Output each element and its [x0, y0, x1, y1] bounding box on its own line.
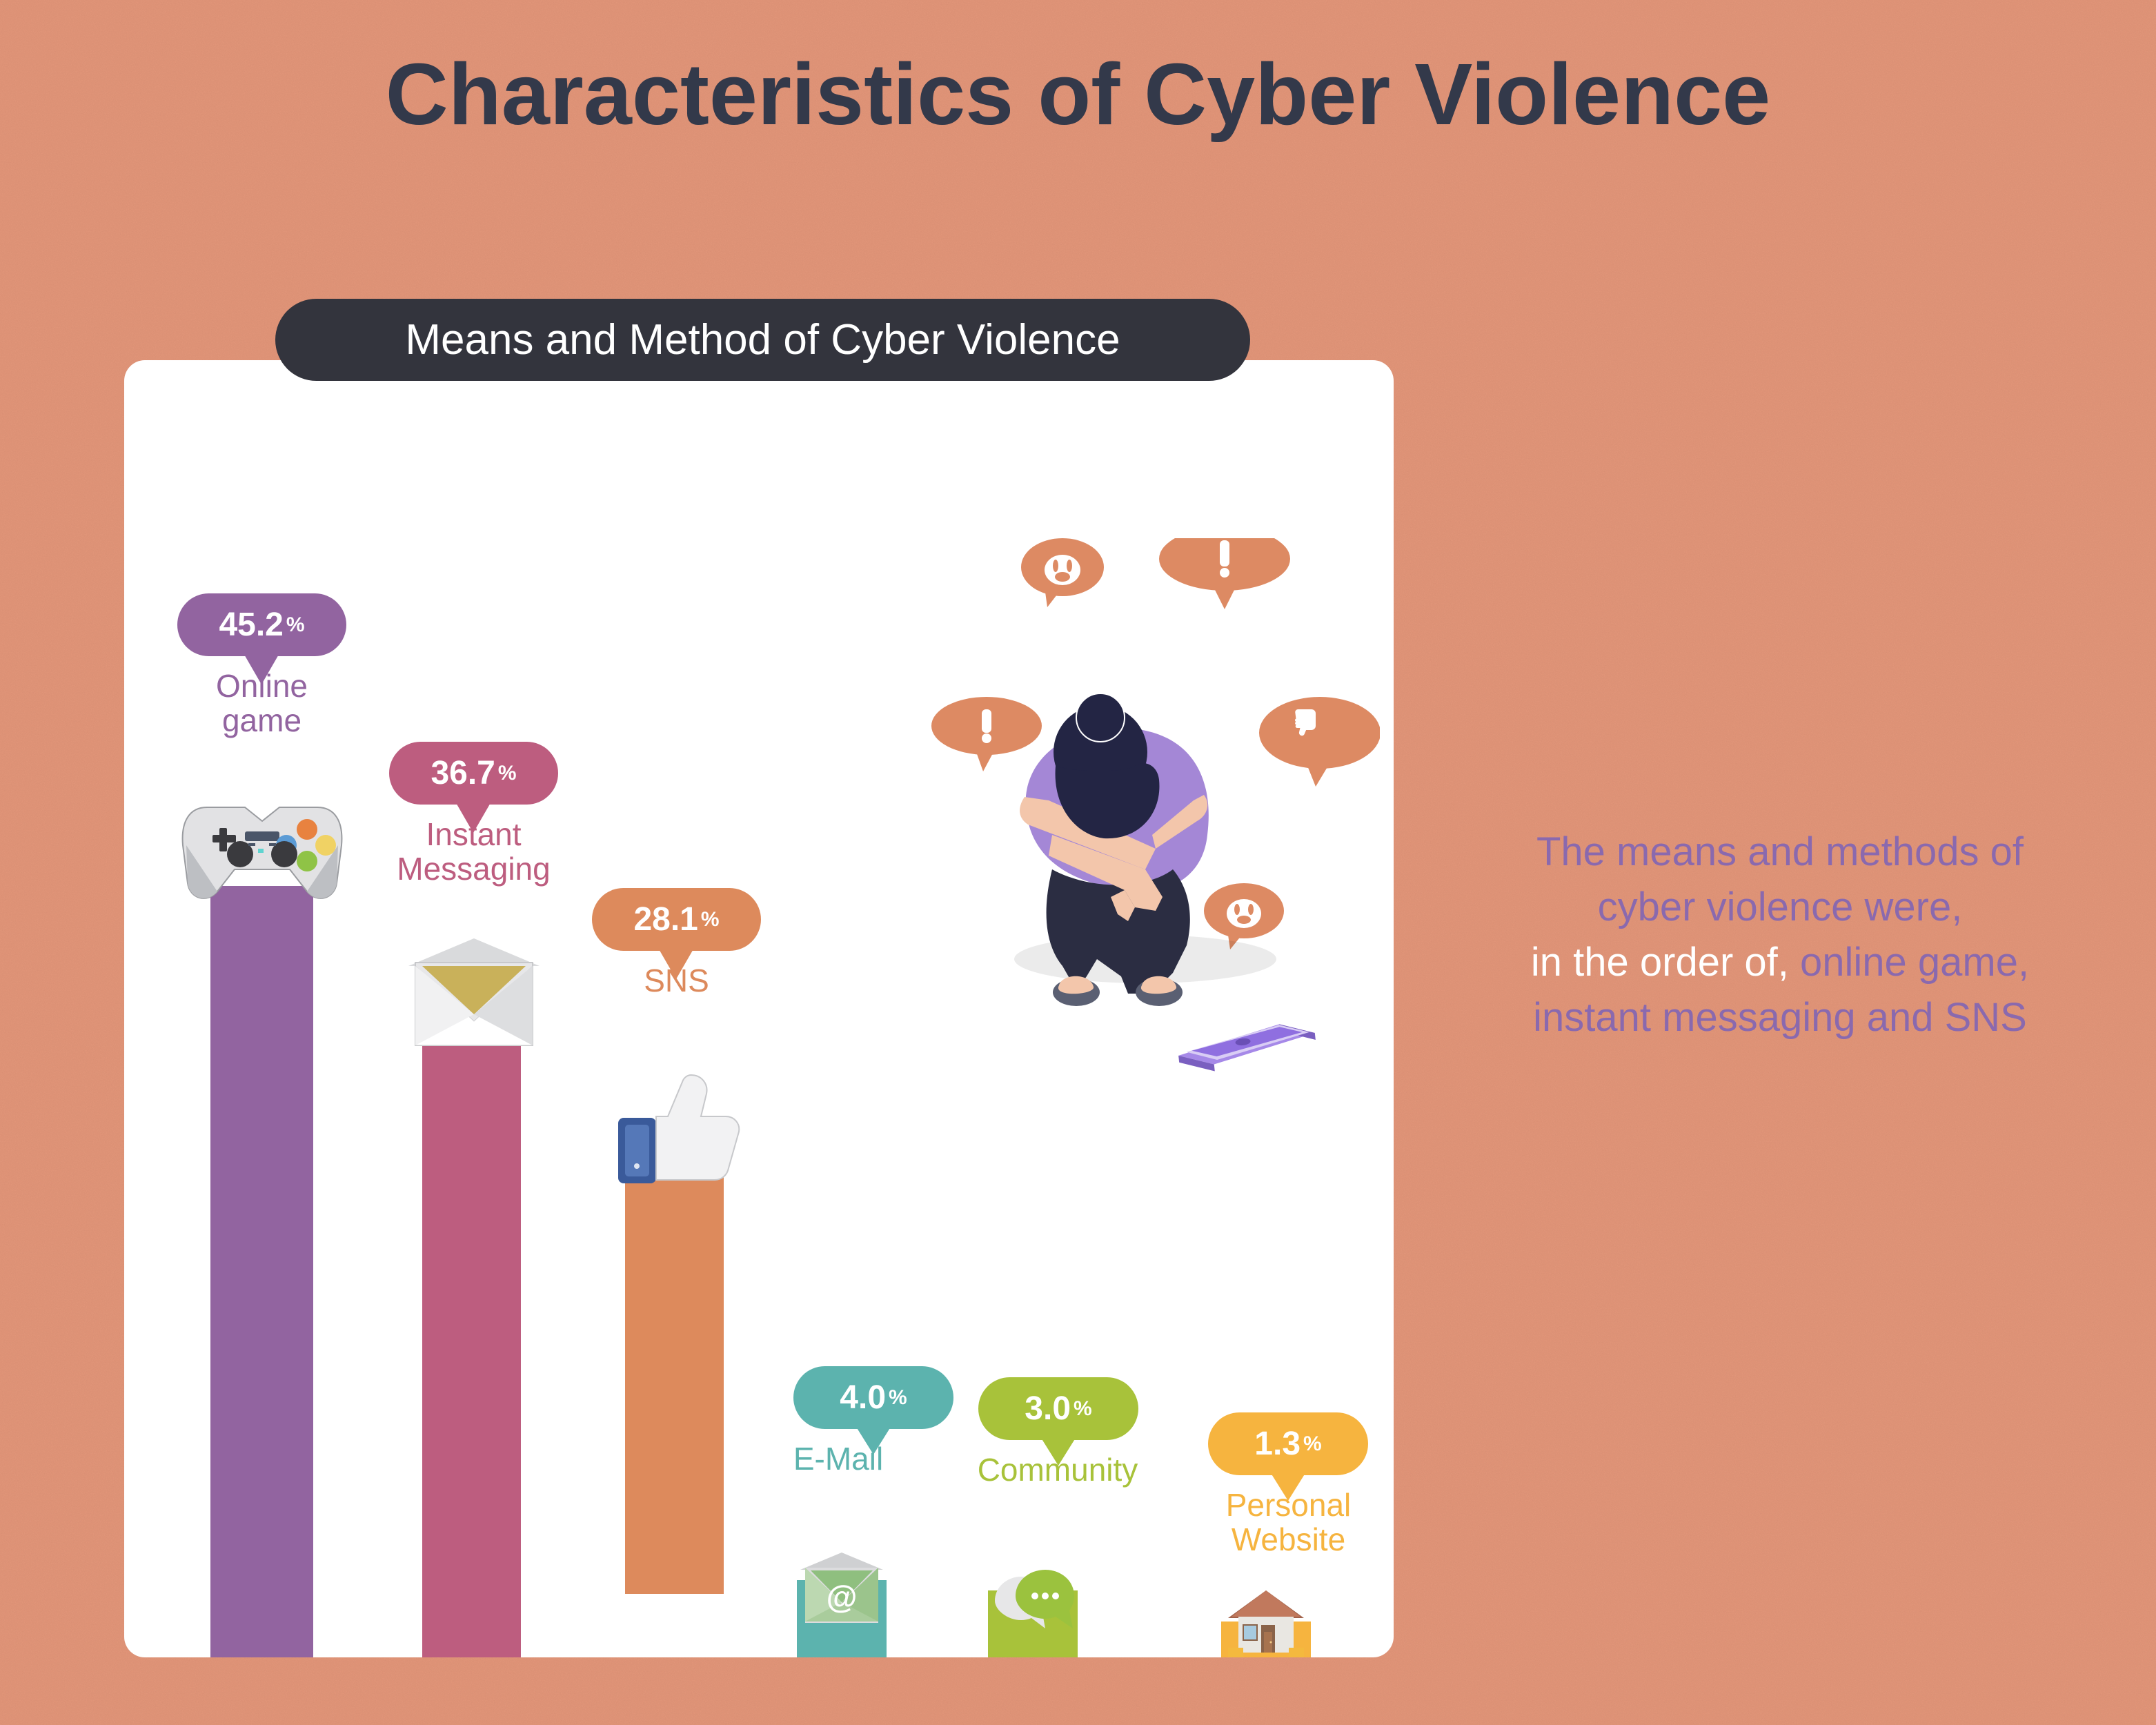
svg-text:@: @ [827, 1579, 858, 1615]
